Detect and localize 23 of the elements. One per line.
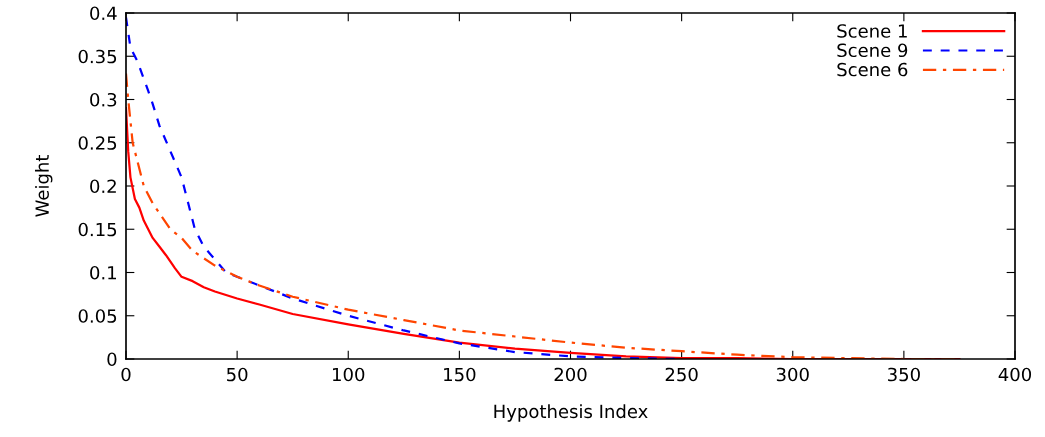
x-tick-label: 50	[227, 367, 248, 382]
y-tick-label: 0.35	[78, 49, 117, 64]
y-tick-label: 0.25	[78, 136, 117, 150]
x-axis-title: Hypothesis Index	[494, 404, 648, 422]
x-tick-label: 350	[888, 367, 920, 382]
legend-label: Scene 6	[837, 62, 908, 77]
x-tick-label: 0	[121, 367, 131, 382]
y-tick-label: 0.2	[90, 179, 116, 194]
y-tick-label: 0.05	[78, 309, 117, 323]
legend-label: Scene 1	[837, 24, 907, 38]
x-tick-label: 300	[776, 367, 809, 382]
x-tick-label: 200	[554, 367, 587, 382]
y-tick-label: 0.3	[90, 92, 117, 107]
y-axis-title: Weight	[34, 154, 53, 217]
x-tick-label: 100	[333, 367, 365, 382]
y-tick-label: 0.15	[78, 222, 117, 237]
x-tick-label: 150	[444, 367, 476, 382]
y-tick-label: 0	[107, 352, 117, 367]
y-tick-label: 0.4	[90, 6, 117, 21]
y-tick-label: 0.1	[90, 265, 116, 280]
x-tick-label: 250	[665, 367, 698, 382]
x-tick-label: 400	[998, 367, 1032, 382]
legend-label: Scene 9	[837, 43, 908, 58]
